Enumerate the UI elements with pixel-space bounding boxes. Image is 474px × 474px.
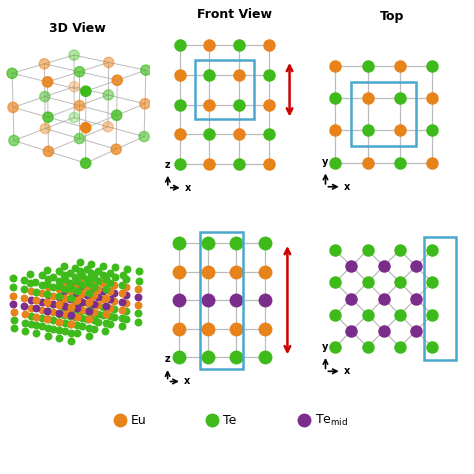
Text: x: x	[344, 182, 350, 192]
Text: y: y	[322, 157, 328, 167]
Bar	[351, 82, 416, 146]
Title: Top: Top	[380, 10, 404, 24]
Text: z: z	[165, 355, 170, 365]
Text: y: y	[322, 342, 328, 352]
Text: z: z	[165, 160, 171, 170]
Text: x: x	[184, 376, 191, 386]
Title: Front View: Front View	[197, 9, 272, 21]
Bar	[201, 232, 243, 369]
Text: Eu: Eu	[131, 414, 147, 427]
Bar	[194, 60, 254, 119]
Text: Te$_{\rm mid}$: Te$_{\rm mid}$	[315, 412, 348, 428]
Bar	[424, 237, 456, 360]
Text: x: x	[185, 182, 191, 193]
Text: x: x	[344, 366, 350, 376]
Text: Te: Te	[223, 414, 237, 427]
Title: 3D View: 3D View	[49, 22, 106, 35]
